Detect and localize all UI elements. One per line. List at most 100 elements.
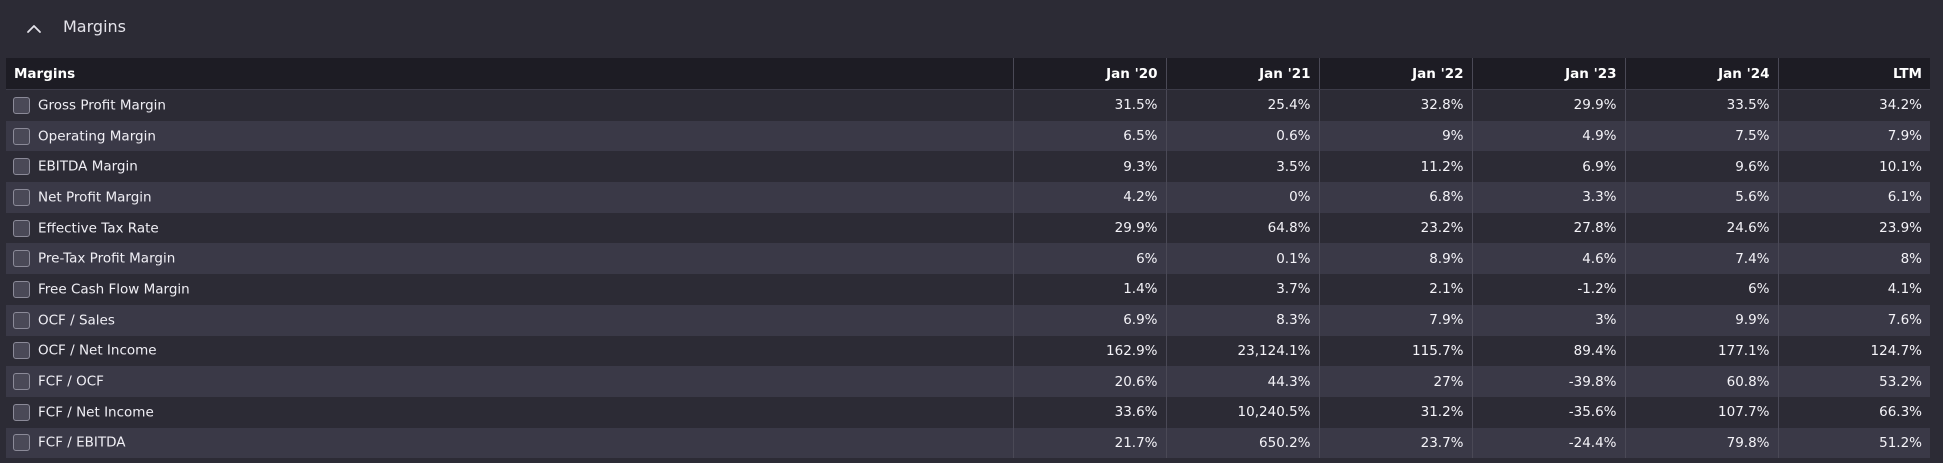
value-cell: 7.9% <box>1778 120 1930 152</box>
value-cell: 7.9% <box>1319 304 1473 336</box>
column-header[interactable]: Jan '23 <box>1472 58 1626 90</box>
row-checkbox[interactable] <box>13 158 30 176</box>
row-checkbox[interactable] <box>13 219 30 237</box>
value-cell: 6.8% <box>1319 182 1473 213</box>
row-label: Free Cash Flow Margin <box>38 281 190 298</box>
table-row: OCF / Net Income 162.9% 23,124.1% 115.7% 89.… <box>6 335 1930 367</box>
row-checkbox[interactable] <box>13 280 30 298</box>
value-cell: 6.1% <box>1778 182 1930 213</box>
row-label: EBITDA Margin <box>38 158 138 175</box>
value-cell: 3% <box>1472 304 1626 336</box>
table-header-row: Margins Jan '20 Jan '21 Jan '22 Jan '23 … <box>6 58 1930 90</box>
value-cell: 5.6% <box>1625 182 1779 213</box>
value-cell: -35.6% <box>1472 396 1626 428</box>
value-cell: 25.4% <box>1166 89 1320 121</box>
value-cell: 115.7% <box>1319 335 1473 367</box>
row-label: FCF / EBITDA <box>38 434 126 451</box>
row-label-cell: Operating Margin <box>6 120 1014 152</box>
table-row: Effective Tax Rate 29.9% 64.8% 23.2% 27.8% 24… <box>6 212 1930 244</box>
value-cell: 31.2% <box>1319 396 1473 428</box>
row-label: Effective Tax Rate <box>38 220 159 237</box>
value-cell: 23.2% <box>1319 212 1473 244</box>
row-label: FCF / Net Income <box>38 404 154 421</box>
row-label-cell: FCF / EBITDA <box>6 427 1014 459</box>
column-header[interactable]: Jan '21 <box>1166 58 1320 90</box>
value-cell: 107.7% <box>1625 396 1779 428</box>
row-label: OCF / Sales <box>38 312 115 329</box>
value-cell: 4.1% <box>1778 274 1930 305</box>
value-cell: 162.9% <box>1013 335 1167 367</box>
value-cell: 89.4% <box>1472 335 1626 367</box>
row-checkbox[interactable] <box>13 188 30 206</box>
value-cell: -24.4% <box>1472 427 1626 459</box>
table-row: FCF / EBITDA 21.7% 650.2% 23.7% -24.4% 79.8% 5… <box>6 427 1930 459</box>
row-checkbox[interactable] <box>13 96 30 114</box>
value-cell: 1.4% <box>1013 274 1167 305</box>
value-cell: 10,240.5% <box>1166 396 1320 428</box>
value-cell: 7.4% <box>1625 243 1779 275</box>
column-header[interactable]: Jan '24 <box>1625 58 1779 90</box>
value-cell: 27.8% <box>1472 212 1626 244</box>
column-header[interactable]: Jan '20 <box>1013 58 1167 90</box>
value-cell: 9.3% <box>1013 151 1167 183</box>
value-cell: 4.2% <box>1013 182 1167 213</box>
section-header[interactable]: Margins <box>0 0 1943 57</box>
row-label: Net Profit Margin <box>38 189 152 206</box>
value-cell: 23.9% <box>1778 212 1930 244</box>
value-cell: 29.9% <box>1472 89 1626 121</box>
value-cell: 6.9% <box>1013 304 1167 336</box>
row-checkbox[interactable] <box>13 403 30 421</box>
row-checkbox[interactable] <box>13 342 30 360</box>
row-label-cell: Net Profit Margin <box>6 182 1014 213</box>
row-label-cell: OCF / Net Income <box>6 335 1014 367</box>
value-cell: 0% <box>1166 182 1320 213</box>
row-checkbox[interactable] <box>13 434 30 452</box>
row-label-cell: FCF / OCF <box>6 366 1014 397</box>
table-row: Operating Margin 6.5% 0.6% 9% 4.9% 7.5% 7.9% <box>6 120 1930 152</box>
value-cell: 124.7% <box>1778 335 1930 367</box>
value-cell: 8.9% <box>1319 243 1473 275</box>
row-label-cell: Effective Tax Rate <box>6 212 1014 244</box>
table-row: Free Cash Flow Margin 1.4% 3.7% 2.1% -1.2% 6%… <box>6 274 1930 305</box>
value-cell: 33.6% <box>1013 396 1167 428</box>
value-cell: -39.8% <box>1472 366 1626 397</box>
value-cell: 23,124.1% <box>1166 335 1320 367</box>
row-checkbox[interactable] <box>13 250 30 268</box>
row-label: Operating Margin <box>38 128 156 145</box>
value-cell: 2.1% <box>1319 274 1473 305</box>
value-cell: 4.6% <box>1472 243 1626 275</box>
table-row: FCF / OCF 20.6% 44.3% 27% -39.8% 60.8% 53.2% <box>6 366 1930 397</box>
section-title: Margins <box>63 17 126 36</box>
row-checkbox[interactable] <box>13 127 30 145</box>
value-cell: 7.6% <box>1778 304 1930 336</box>
row-checkbox[interactable] <box>13 373 30 391</box>
column-header[interactable]: Margins <box>6 58 1014 90</box>
value-cell: 8.3% <box>1166 304 1320 336</box>
row-label-cell: FCF / Net Income <box>6 396 1014 428</box>
value-cell: 6% <box>1625 274 1779 305</box>
chevron-up-icon[interactable] <box>24 20 44 38</box>
value-cell: 79.8% <box>1625 427 1779 459</box>
value-cell: 64.8% <box>1166 212 1320 244</box>
value-cell: 3.3% <box>1472 182 1626 213</box>
column-header[interactable]: LTM <box>1778 58 1930 90</box>
value-cell: 10.1% <box>1778 151 1930 183</box>
value-cell: 177.1% <box>1625 335 1779 367</box>
value-cell: 21.7% <box>1013 427 1167 459</box>
row-label-cell: EBITDA Margin <box>6 151 1014 183</box>
value-cell: 29.9% <box>1013 212 1167 244</box>
value-cell: 20.6% <box>1013 366 1167 397</box>
value-cell: 9% <box>1319 120 1473 152</box>
value-cell: 0.1% <box>1166 243 1320 275</box>
value-cell: 6% <box>1013 243 1167 275</box>
column-header[interactable]: Jan '22 <box>1319 58 1473 90</box>
row-checkbox[interactable] <box>13 311 30 329</box>
value-cell: -1.2% <box>1472 274 1626 305</box>
value-cell: 31.5% <box>1013 89 1167 121</box>
value-cell: 33.5% <box>1625 89 1779 121</box>
row-label: Pre-Tax Profit Margin <box>38 250 176 267</box>
value-cell: 27% <box>1319 366 1473 397</box>
value-cell: 3.5% <box>1166 151 1320 183</box>
table-row: FCF / Net Income 33.6% 10,240.5% 31.2% -35.6… <box>6 396 1930 428</box>
